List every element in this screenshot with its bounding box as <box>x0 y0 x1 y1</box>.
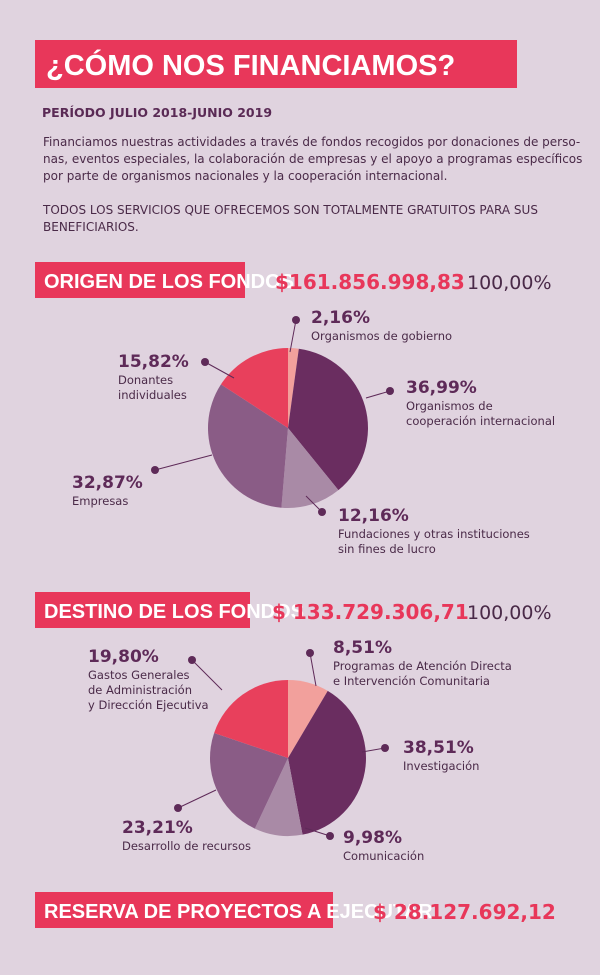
total-percent: 100,00% <box>467 272 552 294</box>
percent-label: 15,82% <box>118 352 189 372</box>
section-box <box>35 262 245 298</box>
category-label: Desarrollo de recursos <box>122 839 251 853</box>
paragraph-line: nas, eventos especiales, la colaboración… <box>43 152 582 166</box>
leader-dot <box>381 744 389 752</box>
total-amount: $ 133.729.306,71 <box>272 600 469 624</box>
percent-label: 19,80% <box>88 647 159 667</box>
reserve-amount: $ 28.127.692,12 <box>373 900 556 924</box>
pie-slice <box>208 384 288 508</box>
pie-slice <box>214 680 288 758</box>
percent-label: 32,87% <box>72 473 143 493</box>
percent-label: 9,98% <box>343 828 402 848</box>
section-box <box>35 592 250 628</box>
percent-label: 2,16% <box>311 308 370 328</box>
category-label: Empresas <box>72 494 128 508</box>
period: PERÍODO JULIO 2018-JUNIO 2019 <box>42 105 272 120</box>
leader-dot <box>326 832 334 840</box>
leader-line <box>154 454 213 471</box>
leader-dot <box>318 508 326 516</box>
percent-label: 12,16% <box>338 506 409 526</box>
category-label: Fundaciones y otras instituciones sin fin… <box>338 527 530 556</box>
leader-line <box>309 652 317 687</box>
percent-label: 38,51% <box>403 738 474 758</box>
leader-line <box>289 319 297 353</box>
section-box <box>35 892 333 928</box>
leader-dot <box>292 316 300 324</box>
category-label: Donantes individuales <box>118 373 187 402</box>
pie-slice <box>220 348 288 428</box>
category-label: Comunicación <box>343 849 424 863</box>
pie-slice <box>288 680 328 758</box>
category-label: Organismos de cooperación internacional <box>406 399 555 428</box>
total-percent: 100,00% <box>467 602 552 624</box>
leader-line <box>177 789 217 809</box>
leader-line <box>304 827 331 837</box>
percent-label: 8,51% <box>333 638 392 658</box>
section-title: ORIGEN DE LOS FONDOS <box>44 271 294 293</box>
percent-label: 36,99% <box>406 378 477 398</box>
paragraph-line: TODOS LOS SERVICIOS QUE OFRECEMOS SON TO… <box>42 203 538 217</box>
category-label: Organismos de gobierno <box>311 329 452 343</box>
paragraph-line: por parte de organismos nacionales y la … <box>43 169 447 183</box>
category-label: Programas de Atención Directa e Intervenc… <box>333 659 512 688</box>
paragraph-line: Financiamos nuestras actividades a travé… <box>43 135 580 149</box>
pie-slice <box>281 428 339 508</box>
leader-dot <box>174 804 182 812</box>
pie-slice <box>210 732 288 829</box>
leader-dot <box>306 649 314 657</box>
paragraph-line: BENEFICIARIOS. <box>43 220 139 234</box>
leader-line <box>204 361 235 379</box>
leader-dot <box>201 358 209 366</box>
title-box <box>35 40 517 88</box>
section-title: RESERVA DE PROYECTOS A EJECUTAR <box>44 901 433 923</box>
leader-dot <box>188 656 196 664</box>
pie-slice <box>254 758 303 837</box>
category-label: Investigación <box>403 759 479 773</box>
title: ¿CÓMO NOS FINANCIAMOS? <box>46 48 455 82</box>
leader-dot <box>386 387 394 395</box>
pie-slice <box>288 348 299 428</box>
category-label: Gastos Generales de Administración y Direc… <box>88 668 209 712</box>
leader-dot <box>151 466 159 474</box>
pie-slice <box>288 690 367 835</box>
percent-label: 23,21% <box>122 818 193 838</box>
pie-slice <box>288 348 369 491</box>
section-title: DESTINO DE LOS FONDOS <box>44 601 304 623</box>
total-amount: $161.856.998,83 <box>275 270 465 294</box>
leader-line <box>191 659 223 691</box>
leader-line <box>365 390 391 399</box>
